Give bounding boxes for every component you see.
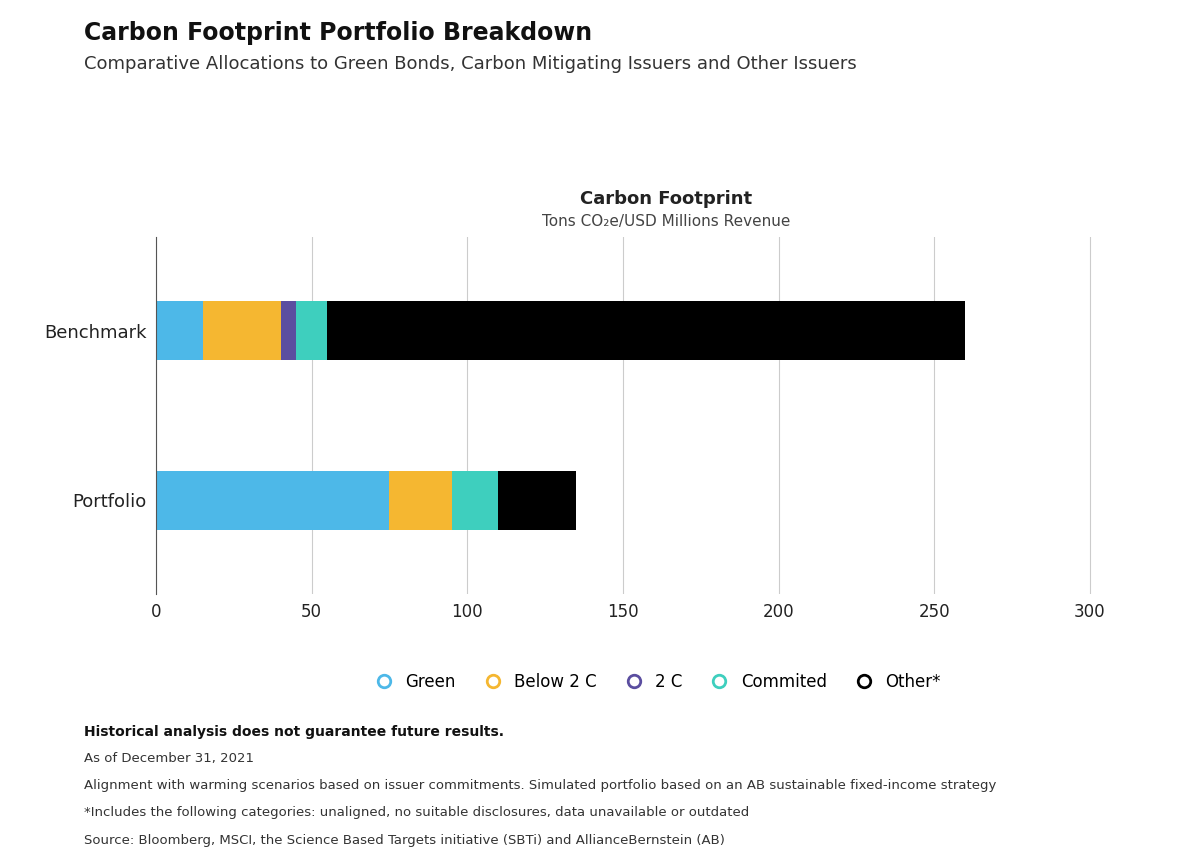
Text: Alignment with warming scenarios based on issuer commitments. Simulated portfoli: Alignment with warming scenarios based o…: [84, 779, 996, 792]
Bar: [156, 301, 203, 360]
Text: Carbon Footprint: Carbon Footprint: [580, 190, 752, 208]
Text: Historical analysis does not guarantee future results.: Historical analysis does not guarantee f…: [84, 725, 504, 739]
Bar: [390, 471, 451, 530]
Bar: [156, 471, 390, 530]
Bar: [203, 301, 281, 360]
Text: Carbon Footprint Portfolio Breakdown: Carbon Footprint Portfolio Breakdown: [84, 21, 592, 45]
Text: Source: Bloomberg, MSCI, the Science Based Targets initiative (SBTi) and Allianc: Source: Bloomberg, MSCI, the Science Bas…: [84, 834, 725, 846]
Bar: [281, 301, 296, 360]
Bar: [328, 301, 965, 360]
Text: As of December 31, 2021: As of December 31, 2021: [84, 752, 254, 765]
Bar: [451, 471, 498, 530]
Text: *Includes the following categories: unaligned, no suitable disclosures, data una: *Includes the following categories: unal…: [84, 806, 749, 819]
Text: Tons CO₂e/USD Millions Revenue: Tons CO₂e/USD Millions Revenue: [542, 214, 790, 229]
Bar: [296, 301, 328, 360]
Text: Comparative Allocations to Green Bonds, Carbon Mitigating Issuers and Other Issu: Comparative Allocations to Green Bonds, …: [84, 55, 857, 73]
Legend: Green, Below 2 C, 2 C, Commited, Other*: Green, Below 2 C, 2 C, Commited, Other*: [360, 666, 948, 697]
Bar: [498, 471, 576, 530]
